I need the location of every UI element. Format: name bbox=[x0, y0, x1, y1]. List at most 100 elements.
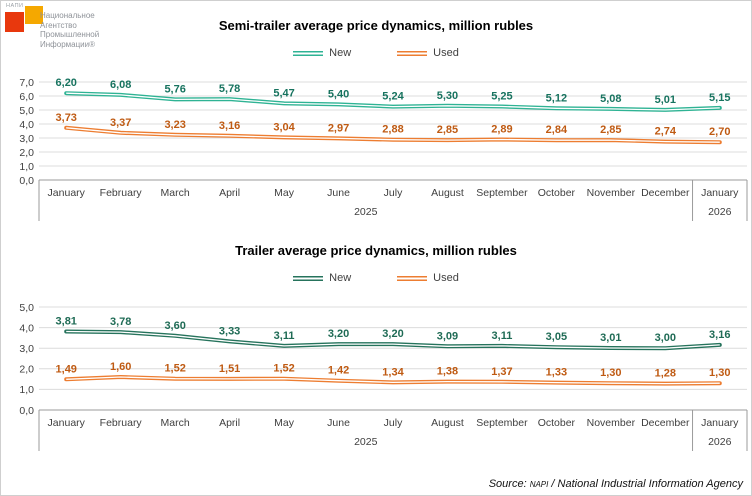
y-tick-label: 3,0 bbox=[19, 343, 34, 355]
data-label-used: 1,49 bbox=[56, 363, 77, 375]
data-label-used: 2,84 bbox=[546, 124, 568, 136]
data-label-new: 3,01 bbox=[600, 332, 621, 344]
legend-item-new: New bbox=[293, 272, 351, 284]
logo-line: Промышленной bbox=[40, 30, 100, 39]
y-tick-label: 5,0 bbox=[19, 105, 34, 117]
data-label-new: 5,40 bbox=[328, 88, 349, 100]
legend-label-used: Used bbox=[433, 47, 459, 59]
source-prefix: Source: bbox=[488, 478, 530, 490]
data-label-new: 5,30 bbox=[437, 90, 458, 102]
used-series-swatch bbox=[397, 275, 428, 281]
data-label-new: 3,33 bbox=[219, 325, 240, 337]
x-category-label: January bbox=[701, 417, 739, 429]
data-label-new: 3,11 bbox=[492, 330, 513, 342]
data-label-new: 3,00 bbox=[655, 332, 676, 344]
x-category-label: October bbox=[538, 417, 576, 429]
data-label-used: 2,70 bbox=[709, 126, 730, 138]
source-attribution: Source: NAPI / National Industrial Infor… bbox=[489, 478, 743, 490]
data-label-used: 3,04 bbox=[273, 121, 295, 133]
data-label-new: 3,60 bbox=[164, 320, 185, 332]
data-label-new: 5,78 bbox=[219, 83, 240, 95]
data-label-new: 5,47 bbox=[273, 87, 294, 99]
x-category-label: February bbox=[100, 187, 143, 199]
y-tick-label: 2,0 bbox=[19, 364, 34, 376]
x-category-label: August bbox=[431, 187, 464, 199]
data-label-used: 1,30 bbox=[709, 367, 730, 379]
data-label-used: 1,30 bbox=[600, 367, 621, 379]
x-category-label: March bbox=[161, 187, 190, 199]
year-group-label: 2026 bbox=[708, 206, 732, 218]
napi-logo-orange-square bbox=[25, 6, 43, 24]
data-label-new: 3,05 bbox=[546, 331, 567, 343]
x-category-label: November bbox=[587, 187, 636, 199]
data-label-used: 1,38 bbox=[437, 366, 458, 378]
logo-line: Агентство bbox=[40, 20, 77, 30]
x-category-label: October bbox=[538, 187, 576, 199]
semi-trailer-chart-title: Semi-trailer average price dynamics, mil… bbox=[218, 18, 534, 33]
x-category-label: March bbox=[161, 417, 190, 429]
x-category-label: May bbox=[274, 417, 295, 429]
logo-line: Национальное bbox=[40, 11, 95, 20]
new-series-swatch bbox=[293, 50, 324, 56]
legend-item-used: Used bbox=[397, 47, 459, 59]
data-label-used: 3,16 bbox=[219, 120, 240, 132]
data-label-new: 6,20 bbox=[56, 77, 77, 89]
x-category-label: July bbox=[384, 187, 403, 199]
data-label-used: 1,52 bbox=[164, 363, 185, 375]
x-category-label: December bbox=[641, 187, 690, 199]
x-category-label: June bbox=[327, 187, 350, 199]
data-label-used: 1,52 bbox=[273, 363, 294, 375]
y-tick-label: 0,0 bbox=[19, 175, 34, 187]
year-group-label: 2025 bbox=[354, 436, 378, 448]
data-label-used: 1,42 bbox=[328, 365, 349, 377]
napi-logo: НАПИ Национальное Агентство Промышленной… bbox=[3, 2, 173, 54]
y-tick-label: 3,0 bbox=[19, 133, 34, 145]
data-label-used: 1,28 bbox=[655, 368, 676, 380]
trailer-legend: New Used bbox=[1, 272, 751, 284]
y-tick-label: 4,0 bbox=[19, 119, 34, 131]
source-napi: NAPI bbox=[529, 480, 549, 489]
napi-logo-red-square bbox=[5, 12, 24, 32]
data-label-used: 1,51 bbox=[219, 363, 240, 375]
series-line-highlight-new bbox=[66, 92, 720, 111]
napi-logo-acronym: НАПИ bbox=[6, 3, 24, 9]
data-label-used: 2,89 bbox=[491, 124, 512, 136]
data-label-used: 1,33 bbox=[546, 367, 567, 379]
data-label-new: 5,25 bbox=[491, 91, 512, 103]
data-label-new: 3,78 bbox=[110, 316, 131, 328]
y-tick-label: 1,0 bbox=[19, 384, 34, 396]
data-label-used: 3,37 bbox=[110, 117, 131, 129]
data-label-new: 3,09 bbox=[437, 330, 458, 342]
y-tick-label: 5,0 bbox=[19, 302, 34, 314]
legend-item-used: Used bbox=[397, 272, 459, 284]
y-tick-label: 1,0 bbox=[19, 161, 34, 173]
x-category-label: July bbox=[384, 417, 403, 429]
data-label-used: 1,60 bbox=[110, 361, 131, 373]
series-line-highlight-used bbox=[66, 127, 720, 143]
new-series-swatch bbox=[293, 275, 324, 281]
data-label-used: 3,23 bbox=[164, 119, 185, 131]
data-label-used: 2,88 bbox=[382, 124, 403, 136]
year-group-label: 2025 bbox=[354, 206, 378, 218]
legend-item-new: New bbox=[293, 47, 351, 59]
data-label-used: 2,85 bbox=[437, 124, 458, 136]
series-line-highlight-used bbox=[66, 376, 720, 385]
data-label-new: 5,01 bbox=[655, 94, 676, 106]
x-category-label: January bbox=[48, 187, 86, 199]
data-label-used: 3,73 bbox=[56, 112, 77, 124]
legend-label-new: New bbox=[329, 47, 352, 59]
data-label-used: 2,85 bbox=[600, 124, 621, 136]
data-label-new: 5,15 bbox=[709, 92, 730, 104]
x-category-label: April bbox=[219, 187, 240, 199]
series-line-highlight-new bbox=[66, 330, 720, 349]
y-tick-label: 6,0 bbox=[19, 91, 34, 103]
data-label-used: 2,74 bbox=[655, 126, 677, 138]
y-tick-label: 2,0 bbox=[19, 147, 34, 159]
data-label-new: 5,08 bbox=[600, 93, 621, 105]
y-tick-label: 4,0 bbox=[19, 322, 34, 334]
x-category-label: June bbox=[327, 417, 350, 429]
data-label-used: 1,37 bbox=[491, 366, 512, 378]
x-category-label: January bbox=[48, 417, 86, 429]
x-category-label: August bbox=[431, 417, 464, 429]
